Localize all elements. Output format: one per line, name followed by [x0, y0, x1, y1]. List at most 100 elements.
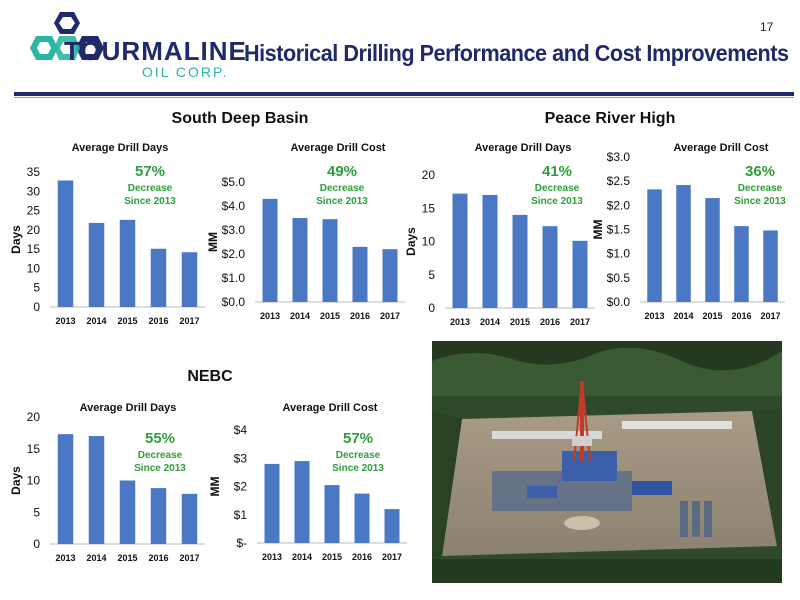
logo-subtitle: OIL CORP. [142, 64, 229, 80]
bar-2017 [572, 240, 588, 308]
y-tick-label: 15 [422, 201, 436, 215]
bar-2017 [181, 252, 198, 307]
bar-2014 [676, 185, 691, 302]
bar-2013 [57, 180, 74, 307]
y-tick-label: 30 [27, 184, 41, 198]
y-tick-label: 5 [33, 505, 40, 519]
y-tick-label: $- [236, 536, 247, 550]
y-tick-label: $1.0 [607, 247, 631, 261]
bar-2015 [705, 198, 720, 302]
y-tick-label: $2.5 [607, 174, 631, 188]
bar-2013 [452, 193, 468, 308]
x-tick-label: 2017 [179, 553, 199, 563]
x-tick-label: 2016 [352, 552, 372, 562]
since-label: Since 2013 [531, 196, 583, 207]
bar-2015 [512, 214, 528, 308]
bar-2017 [763, 230, 778, 302]
x-tick-label: 2016 [148, 316, 168, 326]
decrease-label: Decrease [336, 450, 381, 461]
decrease-label: Decrease [320, 183, 365, 194]
x-tick-label: 2015 [702, 311, 722, 321]
decrease-percent: 57% [343, 430, 373, 447]
y-tick-label: 0 [428, 301, 435, 315]
y-tick-label: $4 [234, 423, 248, 437]
x-tick-label: 2014 [480, 317, 500, 327]
y-tick-label: 10 [422, 235, 436, 249]
bar-2016 [352, 246, 368, 302]
title-divider-thin [14, 97, 794, 98]
bar-2014 [294, 461, 310, 543]
x-tick-label: 2017 [382, 552, 402, 562]
bar-2016 [150, 248, 167, 307]
title-divider [14, 92, 794, 96]
x-tick-label: 2014 [292, 552, 312, 562]
chart-title: Average Drill Cost [291, 142, 386, 154]
decrease-percent: 57% [135, 163, 165, 180]
y-tick-label: 35 [27, 165, 41, 179]
y-tick-label: 20 [422, 168, 436, 182]
y-tick-label: 15 [27, 242, 41, 256]
y-tick-label: $4.0 [222, 199, 246, 213]
x-tick-label: 2013 [262, 552, 282, 562]
y-tick-label: $1 [234, 508, 248, 522]
chart-sdb-drill-cost: Average Drill Cost $0.0 $1.0 $2.0 $3.0 $4.0 $5… [206, 142, 405, 321]
x-tick-label: 2013 [55, 553, 75, 563]
y-axis-label: MM [591, 220, 605, 240]
x-tick-label: 2014 [290, 311, 310, 321]
chart-title: Average Drill Days [475, 142, 572, 154]
y-tick-label: 25 [27, 204, 41, 218]
x-tick-label: 2013 [644, 311, 664, 321]
y-tick-label: 10 [27, 261, 41, 275]
bar-2016 [542, 226, 558, 308]
y-axis-label: Days [9, 225, 23, 254]
since-label: Since 2013 [124, 196, 176, 207]
y-tick-label: $2 [234, 480, 248, 494]
region-title-nebc: NEBC [187, 368, 233, 385]
decrease-label: Decrease [535, 183, 580, 194]
bar-2017 [382, 249, 398, 302]
bar-2014 [88, 222, 105, 307]
y-tick-label: $1.5 [607, 223, 631, 237]
decrease-label: Decrease [738, 183, 783, 194]
bar-2016 [354, 493, 370, 543]
y-tick-label: $0.0 [222, 295, 246, 309]
chart-nebc-drill-days: Average Drill Days 0 5 10 15 20 Days 2013 2014 20… [9, 402, 205, 563]
bar-2015 [119, 219, 136, 307]
chart-title: Average Drill Cost [674, 142, 769, 154]
y-tick-label: 10 [27, 474, 41, 488]
x-tick-label: 2016 [731, 311, 751, 321]
y-tick-label: $3.0 [222, 223, 246, 237]
y-tick-label: 20 [27, 410, 41, 424]
decrease-label: Decrease [138, 450, 183, 461]
since-label: Since 2013 [134, 463, 186, 474]
bar-2015 [324, 485, 340, 543]
x-tick-label: 2013 [450, 317, 470, 327]
logo-wordmark: TOURMALINE [64, 36, 247, 66]
bar-2014 [292, 218, 308, 302]
x-tick-label: 2014 [86, 316, 106, 326]
since-label: Since 2013 [316, 196, 368, 207]
slide-title: Historical Drilling Performance and Cost… [244, 40, 789, 66]
chart-prh-drill-days: Average Drill Days 0 5 10 15 20 Days 2013 2014 20… [404, 142, 595, 327]
x-tick-label: 2017 [179, 316, 199, 326]
y-axis-label: Days [9, 466, 23, 495]
y-tick-label: 0 [33, 300, 40, 314]
y-tick-label: $3.0 [607, 150, 631, 164]
since-label: Since 2013 [332, 463, 384, 474]
bar-2013 [647, 189, 662, 302]
chart-sdb-drill-days: Average Drill Days 0 5 10 15 20 25 30 35 Days 2013… [9, 142, 205, 326]
drilling-rig-photo [432, 341, 782, 583]
bar-2017 [181, 493, 198, 544]
bar-2013 [57, 434, 74, 544]
y-tick-label: 15 [27, 442, 41, 456]
x-tick-label: 2016 [148, 553, 168, 563]
decrease-percent: 55% [145, 430, 175, 447]
y-axis-label: MM [208, 477, 222, 497]
logo-mark-icon [30, 12, 104, 60]
y-tick-label: 0 [33, 537, 40, 551]
x-tick-label: 2013 [55, 316, 75, 326]
x-tick-label: 2017 [570, 317, 590, 327]
region-title-peace-river-high: Peace River High [544, 110, 676, 127]
bar-2013 [262, 198, 278, 302]
y-tick-label: $5.0 [222, 175, 246, 189]
